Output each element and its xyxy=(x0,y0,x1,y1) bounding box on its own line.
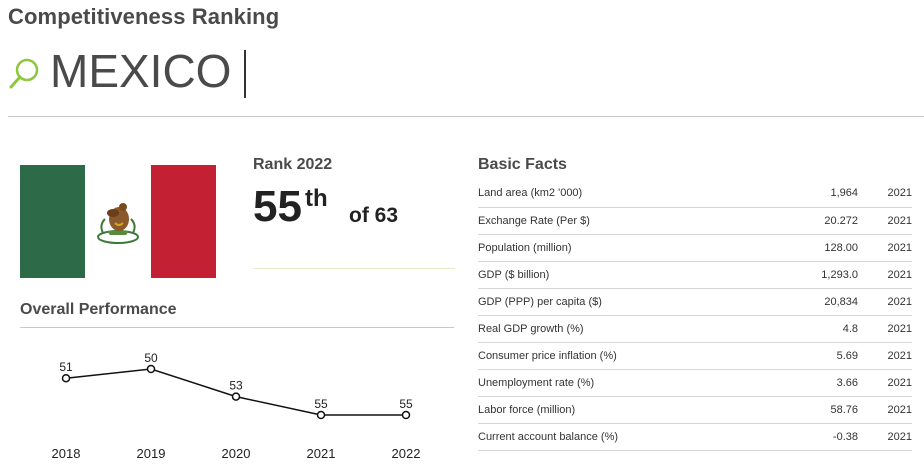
data-label: 51 xyxy=(59,360,73,374)
x-tick-label: 2018 xyxy=(52,446,81,461)
fact-value: 1,964 xyxy=(830,187,858,200)
data-point xyxy=(61,373,71,383)
basic-facts-title: Basic Facts xyxy=(478,156,567,173)
fact-row: Labor force (million) 58.76 2021 xyxy=(478,396,912,423)
fact-year: 2021 xyxy=(887,268,912,281)
country-flag xyxy=(20,165,216,278)
fact-row: GDP (PPP) per capita ($) 20,834 2021 xyxy=(478,288,912,315)
data-point xyxy=(316,410,326,420)
rank-label: Rank 2022 xyxy=(253,156,333,173)
fact-row: Land area (km2 '000) 1,964 2021 xyxy=(478,180,912,207)
fact-value: -0.38 xyxy=(832,430,858,443)
fact-value: 3.66 xyxy=(836,376,858,389)
fact-name: Population (million) xyxy=(478,241,572,254)
rank-ordinal-suffix: th xyxy=(305,185,328,212)
fact-value: 5.69 xyxy=(836,349,858,362)
fact-name: GDP ($ billion) xyxy=(478,268,550,281)
performance-title: Overall Performance xyxy=(20,301,177,318)
fact-year: 2021 xyxy=(887,322,912,335)
performance-divider xyxy=(20,327,454,328)
fact-value: 1,293.0 xyxy=(821,268,858,281)
data-label: 50 xyxy=(144,351,158,365)
fact-row: Population (million) 128.00 2021 xyxy=(478,234,912,261)
data-point xyxy=(231,392,241,401)
fact-name: Land area (km2 '000) xyxy=(478,187,583,200)
fact-year: 2021 xyxy=(887,241,912,254)
data-point xyxy=(146,364,156,374)
fact-value: 20,834 xyxy=(824,295,858,308)
fact-year: 2021 xyxy=(887,187,912,200)
flag-stripe-green xyxy=(20,165,86,278)
rank-total: of 63 xyxy=(349,204,399,227)
fact-value: 58.76 xyxy=(830,403,858,416)
fact-value: 20.272 xyxy=(824,214,858,227)
fact-row: Consumer price inflation (%) 5.69 2021 xyxy=(478,342,912,369)
flag-stripe-white xyxy=(85,165,151,278)
data-label: 53 xyxy=(229,379,243,393)
fact-row: Unemployment rate (%) 3.66 2021 xyxy=(478,369,912,396)
flag-stripe-red xyxy=(150,165,216,278)
data-point xyxy=(401,410,411,420)
rank-value: 55 xyxy=(253,182,302,231)
rank-divider xyxy=(253,268,455,269)
header-divider xyxy=(8,116,924,117)
fact-row: GDP ($ billion) 1,293.0 2021 xyxy=(478,261,912,288)
fact-value: 128.00 xyxy=(824,241,858,254)
fact-row: Exchange Rate (Per $) 20.272 2021 xyxy=(478,207,912,234)
fact-year: 2021 xyxy=(887,349,912,362)
search-input[interactable] xyxy=(50,46,650,96)
fact-year: 2021 xyxy=(887,403,912,416)
text-caret xyxy=(244,50,246,98)
fact-row: Current account balance (%) -0.38 2021 xyxy=(478,423,912,450)
fact-name: Exchange Rate (Per $) xyxy=(478,214,590,227)
x-tick-label: 2020 xyxy=(222,446,251,461)
search-bar[interactable] xyxy=(8,46,908,100)
performance-chart: 51 2018 50 2019 53 2020 55 2021 55 2022 xyxy=(52,351,421,461)
coat-of-arms-icon xyxy=(96,202,139,244)
search-icon[interactable] xyxy=(8,56,42,92)
fact-year: 2021 xyxy=(887,430,912,443)
fact-name: Unemployment rate (%) xyxy=(478,376,595,389)
fact-value: 4.8 xyxy=(842,322,858,335)
fact-name: Labor force (million) xyxy=(478,403,576,416)
data-label: 55 xyxy=(314,397,328,411)
data-label: 55 xyxy=(399,397,413,411)
basic-facts-table: Land area (km2 '000) 1,964 2021 Exchange Ra… xyxy=(478,180,912,451)
fact-year: 2021 xyxy=(887,376,912,389)
fact-year: 2021 xyxy=(887,295,912,308)
fact-name: Consumer price inflation (%) xyxy=(478,349,617,362)
fact-name: Real GDP growth (%) xyxy=(478,322,584,335)
x-tick-label: 2019 xyxy=(137,446,166,461)
fact-name: GDP (PPP) per capita ($) xyxy=(478,295,602,308)
fact-row: Real GDP growth (%) 4.8 2021 xyxy=(478,315,912,342)
x-tick-label: 2021 xyxy=(307,446,336,461)
x-tick-label: 2022 xyxy=(392,446,421,461)
page-title: Competitiveness Ranking xyxy=(8,4,280,29)
fact-year: 2021 xyxy=(887,214,912,227)
fact-name: Current account balance (%) xyxy=(478,430,619,443)
